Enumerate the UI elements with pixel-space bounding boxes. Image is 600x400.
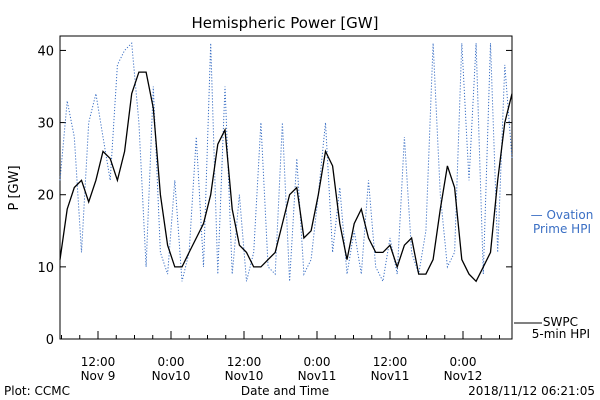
x-tick-date: Nov11 — [298, 369, 337, 383]
y-tick-label: 40 — [37, 44, 54, 59]
footer-timestamp: 2018/11/12 06:21:05 — [468, 384, 595, 398]
series-ovation-line — [59, 42, 513, 283]
y-tick-label: 20 — [37, 189, 54, 204]
x-tick-time: 12:00 — [227, 355, 262, 369]
legend-ovation-line1: — Ovation — [531, 208, 594, 222]
legend: — Ovation Prime HPI SWPC 5-min HPI — [514, 208, 593, 341]
x-tick-date: Nov 9 — [81, 369, 116, 383]
series-swpc-line — [59, 71, 513, 283]
x-tick-time: 0:00 — [304, 355, 331, 369]
y-tick-label: 10 — [37, 261, 54, 276]
y-ticks: 0 10 20 30 40 — [37, 44, 512, 348]
y-axis-label: P [GW] — [7, 165, 22, 210]
legend-swpc-line1: SWPC — [543, 315, 578, 329]
x-tick-time: 12:00 — [373, 355, 408, 369]
legend-ovation-line2: Prime HPI — [533, 222, 591, 236]
footer-credit: Plot: CCMC — [4, 384, 70, 398]
y-tick-label: 0 — [46, 333, 54, 348]
x-tick-time: 0:00 — [450, 355, 477, 369]
plot-area — [59, 35, 513, 340]
x-tick-time: 0:00 — [158, 355, 185, 369]
x-tick-date: Nov11 — [371, 369, 410, 383]
x-tick-date: Nov10 — [225, 369, 264, 383]
legend-swpc-line2: 5-min HPI — [532, 327, 590, 341]
y-tick-label: 30 — [37, 117, 54, 132]
x-tick-date: Nov10 — [152, 369, 191, 383]
series-layer — [59, 42, 513, 283]
chart-title: Hemispheric Power [GW] — [192, 14, 379, 32]
x-tick-date: Nov12 — [444, 369, 483, 383]
x-tick-time: 12:00 — [81, 355, 116, 369]
x-axis-label: Date and Time — [241, 384, 329, 398]
